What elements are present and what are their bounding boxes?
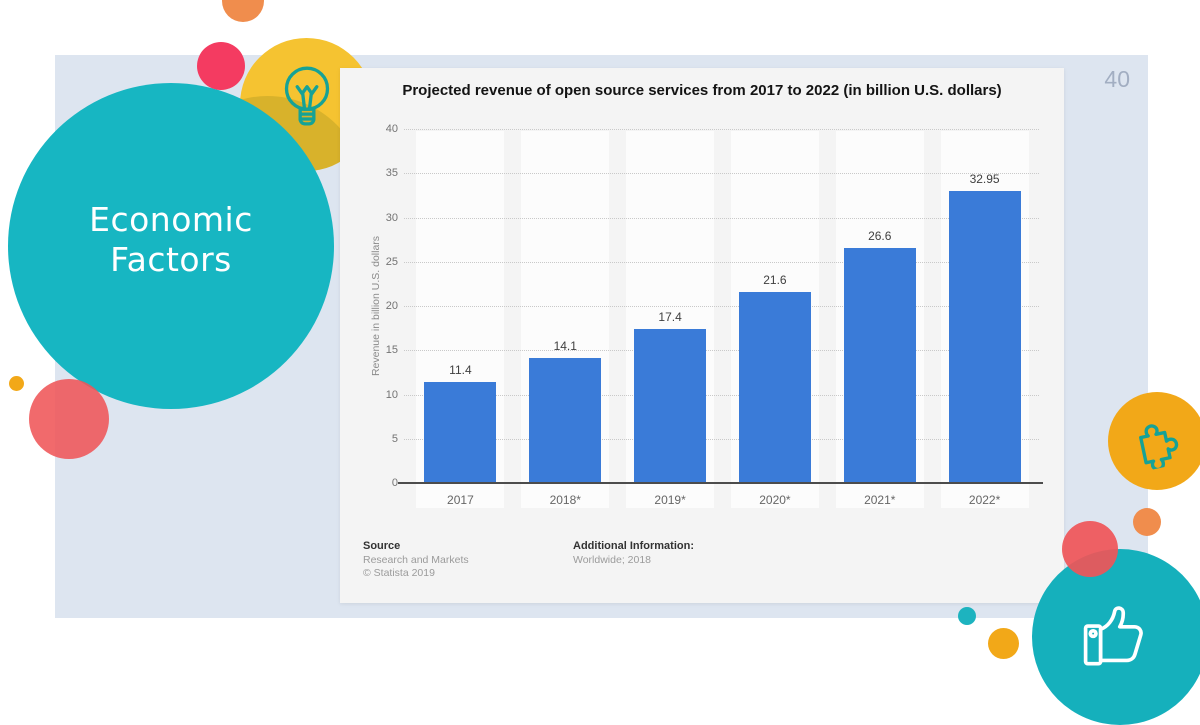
orange-circle-top — [222, 0, 264, 22]
gridline — [404, 306, 1039, 307]
chart-title: Projected revenue of open source service… — [402, 82, 1002, 99]
source-block: Source Research and Markets © Statista 2… — [363, 540, 469, 580]
red-circle-left — [29, 379, 109, 459]
source-name: Research and Markets — [363, 554, 469, 566]
bar-value-label: 14.1 — [553, 339, 577, 354]
gridline — [404, 394, 1039, 396]
y-tick-label: 30 — [385, 211, 398, 224]
thumbsup-circle — [1032, 549, 1200, 725]
copyright: © Statista 2019 — [363, 567, 435, 579]
x-tick-label: 2018* — [549, 493, 581, 507]
gridline — [404, 350, 1039, 352]
x-tick-label: 2017 — [447, 493, 474, 507]
bar — [738, 291, 811, 483]
bar — [424, 382, 497, 483]
slide-title-line2: Factors — [110, 240, 232, 279]
additional-info-block: Additional Information: Worldwide; 2018 — [573, 540, 694, 567]
bar-value-label: 26.6 — [868, 228, 892, 243]
page-number: 40 — [1104, 66, 1130, 92]
y-tick-label: 20 — [385, 300, 398, 312]
y-tick-label: 25 — [385, 255, 398, 268]
additional-info-value: Worldwide; 2018 — [573, 554, 652, 566]
bar — [843, 247, 916, 483]
y-tick-label: 15 — [385, 344, 398, 357]
bar-value-label: 32.95 — [969, 172, 1000, 187]
gridline — [404, 438, 1039, 440]
puzzle-circle — [1108, 392, 1200, 490]
pink-circle — [197, 42, 245, 90]
y-tick-label: 5 — [391, 432, 398, 445]
teal-dot — [958, 607, 976, 625]
yellow-circle-bottom — [988, 628, 1019, 659]
bar-value-label: 21.6 — [763, 272, 787, 287]
chart-panel: Projected revenue of open source service… — [340, 68, 1064, 603]
orange-circle-right — [1133, 508, 1161, 536]
x-tick-label: 2019* — [654, 493, 686, 507]
y-tick-label: 10 — [385, 388, 398, 401]
y-tick-label: 40 — [385, 123, 398, 135]
thumbs-up-icon — [1083, 606, 1143, 666]
lightbulb-icon — [284, 66, 329, 126]
slide-title: Economic Factors — [89, 200, 253, 281]
yellow-dot-left — [9, 376, 24, 391]
puzzle-icon — [1139, 424, 1179, 472]
x-axis-line — [398, 482, 1043, 484]
slide-title-line1: Economic — [89, 199, 253, 239]
bar — [529, 358, 602, 483]
bar — [948, 191, 1021, 483]
x-tick-label: 2020* — [759, 493, 791, 507]
source-label: Source — [363, 540, 401, 552]
additional-info-label: Additional Information: — [573, 540, 694, 552]
gridline — [404, 173, 1039, 175]
bar — [634, 329, 707, 483]
gridline — [404, 129, 1039, 130]
economic-factors-circle: Economic Factors — [8, 83, 334, 409]
bar-value-label: 17.4 — [658, 310, 682, 324]
x-tick-label: 2022* — [968, 493, 1001, 507]
y-tick-label: 0 — [391, 477, 398, 489]
gridline — [404, 261, 1039, 263]
x-tick-label: 2021* — [864, 493, 896, 507]
red-circle-bottom — [1062, 521, 1118, 577]
bar-value-label: 11.4 — [449, 363, 472, 378]
gridline — [404, 217, 1039, 219]
y-tick-label: 35 — [385, 167, 398, 180]
